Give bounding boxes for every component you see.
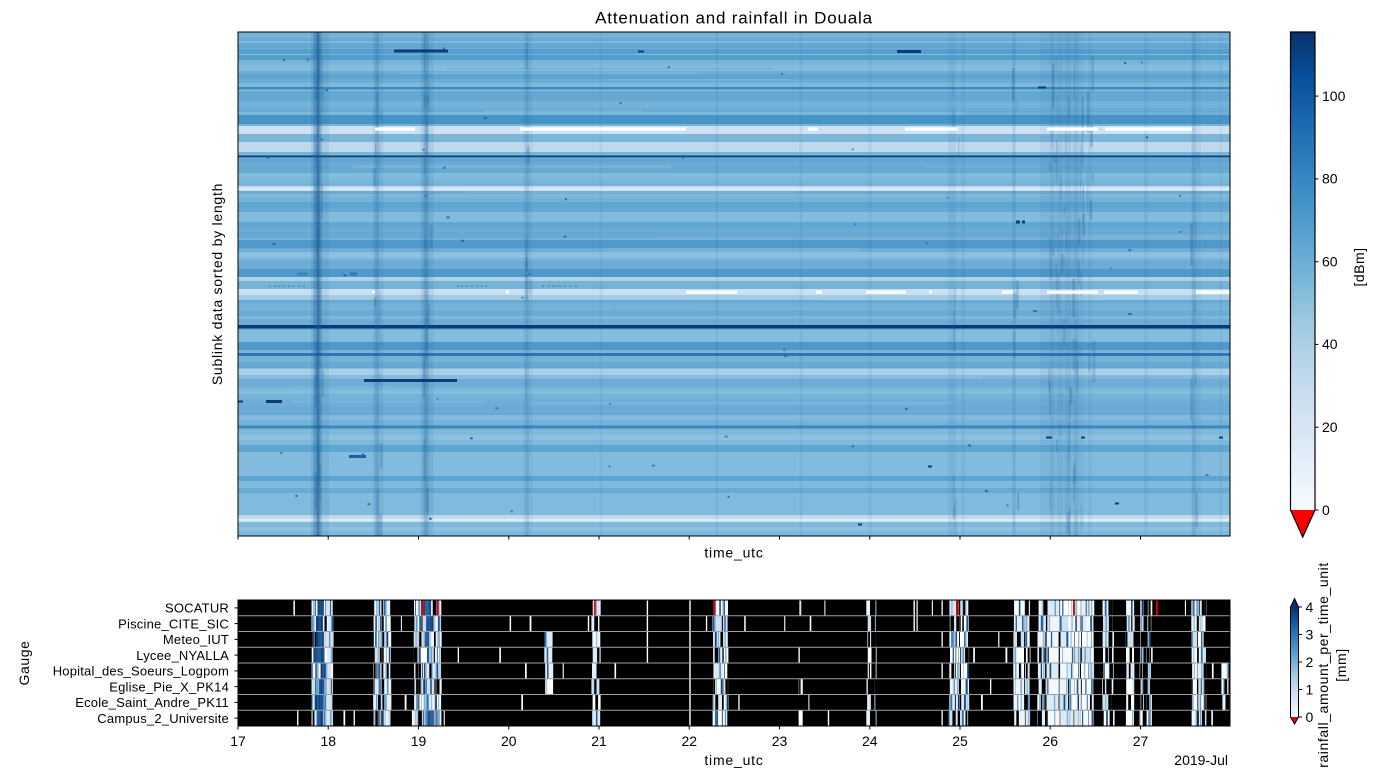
svg-text:24: 24 — [862, 733, 878, 749]
svg-text:0: 0 — [1306, 709, 1314, 725]
svg-text:[mm]: [mm] — [1333, 648, 1349, 682]
svg-text:Hopital_des_Soeurs_Logpom: Hopital_des_Soeurs_Logpom — [53, 664, 229, 679]
svg-text:27: 27 — [1133, 733, 1149, 749]
svg-text:60: 60 — [1322, 253, 1338, 269]
svg-text:0: 0 — [1322, 502, 1330, 518]
svg-text:Lycee_NYALLA: Lycee_NYALLA — [136, 648, 229, 663]
svg-text:2: 2 — [1306, 654, 1314, 670]
svg-text:Ecole_Saint_Andre_PK11: Ecole_Saint_Andre_PK11 — [75, 695, 229, 710]
svg-text:time_utc: time_utc — [704, 545, 763, 561]
svg-text:Piscine_CITE_SIC: Piscine_CITE_SIC — [118, 616, 229, 631]
svg-text:Attenuation and rainfall in Do: Attenuation and rainfall in Douala — [595, 9, 873, 28]
svg-text:time_utc: time_utc — [704, 752, 763, 768]
svg-text:Eglise_Pie_X_PK14: Eglise_Pie_X_PK14 — [109, 679, 229, 694]
svg-text:3: 3 — [1306, 626, 1314, 642]
svg-text:SOCATUR: SOCATUR — [165, 601, 229, 616]
svg-text:Gauge: Gauge — [16, 640, 32, 685]
svg-text:4: 4 — [1306, 599, 1314, 615]
svg-text:1: 1 — [1306, 681, 1314, 697]
svg-text:23: 23 — [772, 733, 788, 749]
svg-text:[dBm]: [dBm] — [1351, 247, 1367, 286]
svg-text:25: 25 — [952, 733, 968, 749]
svg-text:21: 21 — [591, 733, 607, 749]
svg-text:22: 22 — [681, 733, 697, 749]
svg-text:40: 40 — [1322, 336, 1338, 352]
svg-text:26: 26 — [1042, 733, 1058, 749]
svg-text:80: 80 — [1322, 171, 1338, 187]
svg-text:2019-Jul: 2019-Jul — [1174, 752, 1228, 768]
svg-text:Campus_2_Universite: Campus_2_Universite — [97, 711, 229, 726]
svg-text:rainfall_amount_per_time_unit: rainfall_amount_per_time_unit — [1315, 562, 1331, 768]
svg-text:Meteo_IUT: Meteo_IUT — [163, 632, 229, 647]
svg-text:Sublink data sorted by length: Sublink data sorted by length — [209, 183, 225, 385]
svg-text:20: 20 — [501, 733, 517, 749]
svg-text:19: 19 — [411, 733, 427, 749]
svg-text:100: 100 — [1322, 88, 1346, 104]
svg-text:20: 20 — [1322, 419, 1338, 435]
svg-text:18: 18 — [320, 733, 336, 749]
svg-text:17: 17 — [230, 733, 246, 749]
